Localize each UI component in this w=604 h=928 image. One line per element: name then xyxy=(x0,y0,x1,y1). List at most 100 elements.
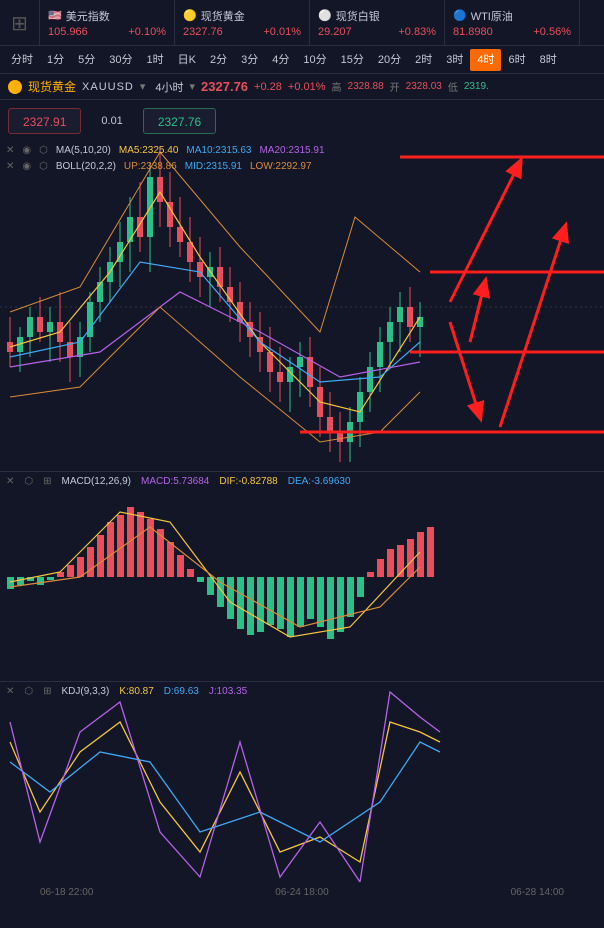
ticker-item[interactable]: 🔵 WTI原油 81.8980 +0.56% xyxy=(445,0,580,45)
timeframe-6时[interactable]: 6时 xyxy=(501,49,532,71)
settings-icon[interactable]: ⬡ xyxy=(39,161,48,172)
macd-value: MACD:5.73684 xyxy=(141,476,209,487)
timeframe-2分[interactable]: 2分 xyxy=(203,49,234,71)
ticker-name: 现货黄金 xyxy=(201,8,245,24)
ticker-change: +0.56% xyxy=(533,26,571,38)
macd-svg xyxy=(0,472,604,682)
ticker-name: 现货白银 xyxy=(336,8,380,24)
close-icon[interactable]: ✕ xyxy=(6,145,14,156)
boll-mid-value: MID:2315.91 xyxy=(185,161,242,172)
ticker-change: +0.10% xyxy=(128,26,166,38)
ticker-price: 2327.76 xyxy=(183,26,223,38)
ticker-icon: 🔵 xyxy=(453,9,467,22)
boll-low-value: LOW:2292.97 xyxy=(250,161,312,172)
timeframe-2时[interactable]: 2时 xyxy=(408,49,439,71)
timeframe-4时[interactable]: 4时 xyxy=(470,49,501,71)
step-value[interactable]: 0.01 xyxy=(91,108,132,134)
price-change: +0.28 xyxy=(254,81,282,93)
timeframe-1分[interactable]: 1分 xyxy=(40,49,71,71)
tf-label: 4小时 xyxy=(155,79,183,95)
settings-icon[interactable]: ⬡ xyxy=(39,145,48,156)
timeframe-30分[interactable]: 30分 xyxy=(102,49,139,71)
price-change-pct: +0.01% xyxy=(288,81,326,93)
xaxis-tick: 06-24 18:00 xyxy=(275,887,328,898)
timeframe-10分[interactable]: 10分 xyxy=(296,49,333,71)
j-value: J:103.35 xyxy=(209,686,247,697)
tf-dropdown-icon[interactable]: ▾ xyxy=(190,80,196,93)
timeframe-8时[interactable]: 8时 xyxy=(533,49,564,71)
settings-icon[interactable]: ⬡ xyxy=(24,476,33,487)
macd-labels: ✕ ⬡ ⊞ MACD(12,26,9) MACD:5.73684 DIF:-0.… xyxy=(6,476,351,487)
dif-value: DIF:-0.82788 xyxy=(219,476,277,487)
timeframe-20分[interactable]: 20分 xyxy=(371,49,408,71)
expand-icon[interactable]: ⊞ xyxy=(43,686,51,697)
ticker-name: 美元指数 xyxy=(66,8,110,24)
boll-label: BOLL(20,2,2) xyxy=(56,161,116,172)
ticker-item[interactable]: 🟡 现货黄金 2327.76 +0.01% xyxy=(175,0,310,45)
timeframe-5分[interactable]: 5分 xyxy=(71,49,102,71)
timeframe-分时[interactable]: 分时 xyxy=(4,49,40,71)
open-value: 2328.03 xyxy=(406,81,442,92)
sell-price-box[interactable]: 2327.91 xyxy=(8,108,81,134)
ticker-change: +0.83% xyxy=(398,26,436,38)
timeframe-1时[interactable]: 1时 xyxy=(140,49,171,71)
dea-value: DEA:-3.69630 xyxy=(288,476,351,487)
ticker-price: 29.207 xyxy=(318,26,352,38)
app-logo[interactable]: ⊞ xyxy=(0,0,40,46)
timeframe-4分[interactable]: 4分 xyxy=(265,49,296,71)
indicator-labels: ✕ ◉ ⬡ MA(5,10,20) MA5:2325.40 MA10:2315.… xyxy=(6,142,325,174)
ticker-name: WTI原油 xyxy=(471,8,513,24)
d-value: D:69.63 xyxy=(164,686,199,697)
xaxis-tick: 06-18 22:00 xyxy=(40,887,93,898)
ticker-icon: ⚪ xyxy=(318,9,332,22)
timeframe-3时[interactable]: 3时 xyxy=(439,49,470,71)
symbol-code: XAUUSD xyxy=(82,81,134,93)
eye-icon[interactable]: ◉ xyxy=(22,145,31,156)
close-icon[interactable]: ✕ xyxy=(6,686,14,697)
settings-icon[interactable]: ⬡ xyxy=(24,686,33,697)
kdj-panel[interactable]: ✕ ⬡ ⊞ KDJ(9,3,3) K:80.87 D:69.63 J:103.3… xyxy=(0,682,604,902)
kdj-svg xyxy=(0,682,604,882)
buy-price-box[interactable]: 2327.76 xyxy=(143,108,216,134)
ticker-icon: 🟡 xyxy=(183,9,197,22)
high-label: 高 xyxy=(332,79,342,94)
symbol-info-bar: 现货黄金 XAUUSD ▾ 4小时 ▾ 2327.76 +0.28 +0.01%… xyxy=(0,74,604,100)
timeframe-3分[interactable]: 3分 xyxy=(234,49,265,71)
ticker-item[interactable]: 🇺🇸 美元指数 105.966 +0.10% xyxy=(40,0,175,45)
timeframe-日K[interactable]: 日K xyxy=(171,49,203,71)
macd-panel[interactable]: ✕ ⬡ ⊞ MACD(12,26,9) MACD:5.73684 DIF:-0.… xyxy=(0,472,604,682)
price-boxes: 2327.91 0.01 2327.76 xyxy=(0,100,604,142)
ticker-bar: ⊞ 🇺🇸 美元指数 105.966 +0.10% 🟡 现货黄金 2327.76 +0.01% ⚪… xyxy=(0,0,604,46)
low-value: 2319. xyxy=(464,81,489,92)
symbol-name[interactable]: 现货黄金 xyxy=(28,78,76,95)
expand-icon[interactable]: ⊞ xyxy=(43,476,51,487)
timeframe-bar: 分时1分5分30分1时日K2分3分4分10分15分20分2时3时4时6时8时 xyxy=(0,46,604,74)
eye-icon[interactable]: ◉ xyxy=(22,161,31,172)
gold-icon xyxy=(8,80,22,94)
ma10-value: MA10:2315.63 xyxy=(186,145,251,156)
ticker-item[interactable]: ⚪ 现货白银 29.207 +0.83% xyxy=(310,0,445,45)
high-value: 2328.88 xyxy=(348,81,384,92)
x-axis-labels: 06-18 22:00 06-24 18:00 06-28 14:00 xyxy=(0,887,604,898)
low-label: 低 xyxy=(448,79,458,94)
kdj-label: KDJ(9,3,3) xyxy=(62,686,110,697)
close-icon[interactable]: ✕ xyxy=(6,476,14,487)
xaxis-tick: 06-28 14:00 xyxy=(511,887,564,898)
close-icon[interactable]: ✕ xyxy=(6,161,14,172)
ticker-price: 105.966 xyxy=(48,26,88,38)
symbol-dropdown-icon[interactable]: ▾ xyxy=(140,80,146,93)
macd-label: MACD(12,26,9) xyxy=(62,476,131,487)
boll-up-value: UP:2338.86 xyxy=(124,161,177,172)
k-value: K:80.87 xyxy=(119,686,153,697)
ticker-icon: 🇺🇸 xyxy=(48,9,62,22)
ma-label: MA(5,10,20) xyxy=(56,145,111,156)
ma20-value: MA20:2315.91 xyxy=(259,145,324,156)
open-label: 开 xyxy=(390,79,400,94)
ticker-change: +0.01% xyxy=(263,26,301,38)
main-chart[interactable]: ✕ ◉ ⬡ MA(5,10,20) MA5:2325.40 MA10:2315.… xyxy=(0,142,604,472)
kdj-labels: ✕ ⬡ ⊞ KDJ(9,3,3) K:80.87 D:69.63 J:103.3… xyxy=(6,686,247,697)
ticker-price: 81.8980 xyxy=(453,26,493,38)
ma5-value: MA5:2325.40 xyxy=(119,145,179,156)
timeframe-15分[interactable]: 15分 xyxy=(334,49,371,71)
candlestick-svg xyxy=(0,142,604,472)
